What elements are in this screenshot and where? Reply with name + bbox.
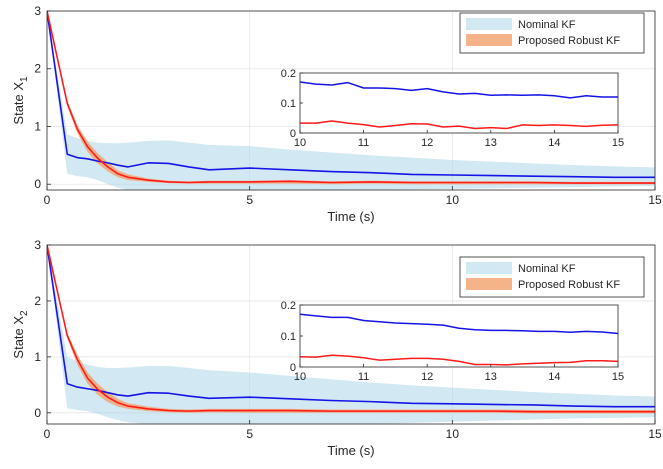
legend-label: Nominal KF xyxy=(518,263,576,275)
inset-y-tick-label: 0 xyxy=(290,128,296,140)
nominal-kf-line xyxy=(47,245,655,408)
legend: Nominal KF Proposed Robust KF xyxy=(459,256,645,298)
robust-kf-line xyxy=(47,245,655,413)
inset-x-tick-label: 13 xyxy=(485,137,497,149)
inset-y-tick-label: 0.1 xyxy=(281,98,296,110)
legend-swatch-robust-kf xyxy=(466,278,512,290)
legend-swatch-nominal-kf xyxy=(466,262,512,274)
x-tick-label: 15 xyxy=(648,193,662,207)
y-tick-label: 2 xyxy=(34,294,41,308)
band-group xyxy=(47,245,655,424)
x-axis-label: Time (s) xyxy=(327,209,374,224)
x-tick-label: 15 xyxy=(648,427,662,441)
inset-y-tick-label: 0.2 xyxy=(281,68,296,80)
x-tick-label: 10 xyxy=(446,193,460,207)
y-tick-label: 0 xyxy=(34,177,41,191)
inset-x-tick-label: 15 xyxy=(612,371,624,383)
x-tick-label: 10 xyxy=(446,427,460,441)
legend-label: Proposed Robust KF xyxy=(518,279,620,291)
legend-label: Nominal KF xyxy=(518,19,576,31)
y-axis-label-subscript: 2 xyxy=(19,310,30,316)
nominal-kf-band xyxy=(47,245,655,424)
legend-swatch-nominal-kf xyxy=(466,18,512,30)
band-group xyxy=(47,11,655,190)
y-tick-label: 0 xyxy=(34,406,41,420)
inset-x-tick-label: 10 xyxy=(294,371,306,383)
legend-label: Proposed Robust KF xyxy=(518,35,620,47)
inset-background xyxy=(300,305,618,367)
inset-chart: 10 11 12 13 14 15 0 0.1 0.2 xyxy=(281,300,624,383)
x-tick-label: 0 xyxy=(44,427,51,441)
y-tick-label: 1 xyxy=(34,350,41,364)
inset-nominal-kf-line xyxy=(299,313,619,335)
y-tick-label: 3 xyxy=(34,238,41,252)
robust-kf-line xyxy=(47,11,655,184)
y-tick-label: 1 xyxy=(34,119,41,133)
x-tick-label: 0 xyxy=(44,193,51,207)
inset-x-tick-label: 14 xyxy=(548,137,560,149)
plot-frame xyxy=(46,244,656,425)
plot-frame xyxy=(46,10,656,191)
nominal-kf-band xyxy=(47,11,655,190)
inset-x-tick-label: 11 xyxy=(358,371,369,383)
x-tick-label: 5 xyxy=(246,193,253,207)
y-axis-label-subscript: 1 xyxy=(19,76,30,82)
y-tick-label: 2 xyxy=(34,62,41,76)
inset-y-tick-label: 0 xyxy=(290,362,296,374)
inset-x-tick-label: 11 xyxy=(358,137,369,149)
inset-chart: 10 11 12 13 14 15 0 0.1 0.2 xyxy=(281,68,624,149)
y-tick-label: 3 xyxy=(34,4,41,18)
inset-robust-kf-line xyxy=(299,354,619,366)
x-tick-label: 5 xyxy=(246,427,253,441)
inset-nominal-kf-line xyxy=(299,81,618,99)
inset-y-tick-label: 0.1 xyxy=(281,331,296,343)
inset-x-tick-label: 12 xyxy=(421,137,433,149)
inset-robust-kf-line xyxy=(300,120,619,130)
legend-swatch-robust-kf xyxy=(466,34,512,46)
y-axis-label: State X1 xyxy=(11,76,30,125)
inset-y-tick-label: 0.2 xyxy=(281,300,296,312)
inset-x-tick-label: 15 xyxy=(612,137,624,149)
x-axis-label: Time (s) xyxy=(327,443,374,458)
nominal-kf-line xyxy=(47,11,655,179)
y-axis-label-main: State X xyxy=(11,82,26,125)
y-axis-label: State X2 xyxy=(11,310,30,359)
inset-x-tick-label: 10 xyxy=(294,137,306,149)
y-axis-label-main: State X xyxy=(11,316,26,359)
inset-x-tick-label: 14 xyxy=(548,371,560,383)
inset-x-tick-label: 13 xyxy=(485,371,497,383)
legend: Nominal KF Proposed Robust KF xyxy=(459,12,645,54)
inset-x-tick-label: 12 xyxy=(421,371,433,383)
